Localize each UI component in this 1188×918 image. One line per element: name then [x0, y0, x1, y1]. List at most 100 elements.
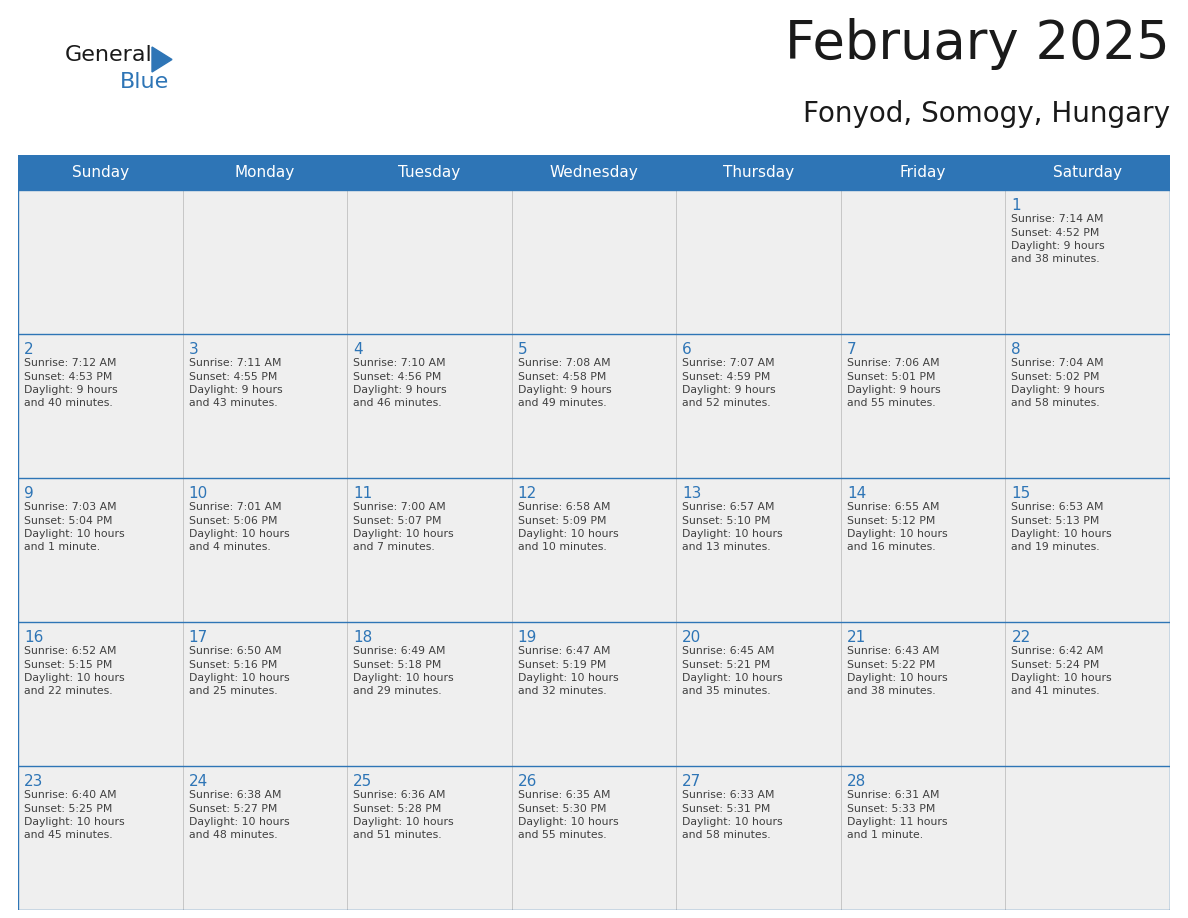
- Text: Daylight: 9 hours: Daylight: 9 hours: [1011, 385, 1105, 395]
- Text: General: General: [65, 45, 153, 65]
- Text: 23: 23: [24, 774, 44, 789]
- Text: Daylight: 9 hours: Daylight: 9 hours: [847, 385, 941, 395]
- Text: 9: 9: [24, 486, 33, 501]
- Text: and 45 minutes.: and 45 minutes.: [24, 831, 113, 841]
- Text: Daylight: 9 hours: Daylight: 9 hours: [1011, 241, 1105, 251]
- Text: 13: 13: [682, 486, 702, 501]
- Text: Sunrise: 6:49 AM: Sunrise: 6:49 AM: [353, 646, 446, 656]
- Text: and 58 minutes.: and 58 minutes.: [682, 831, 771, 841]
- Text: and 52 minutes.: and 52 minutes.: [682, 398, 771, 409]
- Text: Daylight: 10 hours: Daylight: 10 hours: [1011, 673, 1112, 683]
- Text: Sunset: 4:53 PM: Sunset: 4:53 PM: [24, 372, 113, 382]
- Text: Sunset: 4:52 PM: Sunset: 4:52 PM: [1011, 228, 1100, 238]
- Text: and 49 minutes.: and 49 minutes.: [518, 398, 606, 409]
- Text: Saturday: Saturday: [1054, 165, 1123, 180]
- Bar: [18, 766, 1170, 910]
- Text: Fonyod, Somogy, Hungary: Fonyod, Somogy, Hungary: [803, 100, 1170, 128]
- Text: Sunset: 5:09 PM: Sunset: 5:09 PM: [518, 516, 606, 525]
- Text: and 16 minutes.: and 16 minutes.: [847, 543, 935, 553]
- Text: 11: 11: [353, 486, 372, 501]
- Text: Daylight: 10 hours: Daylight: 10 hours: [189, 529, 289, 539]
- Text: Wednesday: Wednesday: [550, 165, 638, 180]
- Text: Sunrise: 6:31 AM: Sunrise: 6:31 AM: [847, 790, 940, 800]
- Text: Daylight: 9 hours: Daylight: 9 hours: [518, 385, 612, 395]
- Text: Sunrise: 6:53 AM: Sunrise: 6:53 AM: [1011, 502, 1104, 512]
- Text: Sunrise: 7:04 AM: Sunrise: 7:04 AM: [1011, 358, 1104, 368]
- Text: Sunrise: 6:42 AM: Sunrise: 6:42 AM: [1011, 646, 1104, 656]
- Text: Daylight: 9 hours: Daylight: 9 hours: [189, 385, 283, 395]
- Text: Sunrise: 6:52 AM: Sunrise: 6:52 AM: [24, 646, 116, 656]
- Text: 19: 19: [518, 630, 537, 645]
- Text: Sunset: 5:18 PM: Sunset: 5:18 PM: [353, 659, 442, 669]
- Text: Daylight: 10 hours: Daylight: 10 hours: [24, 673, 125, 683]
- Text: and 41 minutes.: and 41 minutes.: [1011, 687, 1100, 697]
- Text: 16: 16: [24, 630, 44, 645]
- Text: Sunset: 5:33 PM: Sunset: 5:33 PM: [847, 803, 935, 813]
- Text: Sunset: 4:59 PM: Sunset: 4:59 PM: [682, 372, 771, 382]
- Text: and 4 minutes.: and 4 minutes.: [189, 543, 271, 553]
- Text: Sunset: 5:27 PM: Sunset: 5:27 PM: [189, 803, 277, 813]
- Text: Sunrise: 7:03 AM: Sunrise: 7:03 AM: [24, 502, 116, 512]
- Text: Daylight: 10 hours: Daylight: 10 hours: [353, 673, 454, 683]
- Text: Sunset: 5:24 PM: Sunset: 5:24 PM: [1011, 659, 1100, 669]
- Text: Sunrise: 7:06 AM: Sunrise: 7:06 AM: [847, 358, 940, 368]
- Text: February 2025: February 2025: [785, 18, 1170, 70]
- Text: Daylight: 9 hours: Daylight: 9 hours: [24, 385, 118, 395]
- Text: and 25 minutes.: and 25 minutes.: [189, 687, 277, 697]
- Text: and 10 minutes.: and 10 minutes.: [518, 543, 606, 553]
- Text: Sunrise: 6:55 AM: Sunrise: 6:55 AM: [847, 502, 940, 512]
- Bar: [18, 622, 1170, 766]
- Text: 1: 1: [1011, 198, 1020, 213]
- Text: Daylight: 10 hours: Daylight: 10 hours: [1011, 529, 1112, 539]
- Text: 2: 2: [24, 342, 33, 357]
- Text: Sunset: 5:07 PM: Sunset: 5:07 PM: [353, 516, 442, 525]
- Text: Sunset: 5:25 PM: Sunset: 5:25 PM: [24, 803, 113, 813]
- Text: and 46 minutes.: and 46 minutes.: [353, 398, 442, 409]
- Text: Friday: Friday: [901, 165, 947, 180]
- Text: Daylight: 10 hours: Daylight: 10 hours: [24, 529, 125, 539]
- Text: Daylight: 10 hours: Daylight: 10 hours: [518, 673, 618, 683]
- Text: Sunrise: 6:45 AM: Sunrise: 6:45 AM: [682, 646, 775, 656]
- Text: and 19 minutes.: and 19 minutes.: [1011, 543, 1100, 553]
- Text: Sunrise: 6:40 AM: Sunrise: 6:40 AM: [24, 790, 116, 800]
- Text: 6: 6: [682, 342, 693, 357]
- Bar: [18, 478, 1170, 622]
- Text: Tuesday: Tuesday: [398, 165, 461, 180]
- Text: Sunrise: 6:33 AM: Sunrise: 6:33 AM: [682, 790, 775, 800]
- Text: 12: 12: [518, 486, 537, 501]
- Text: and 1 minute.: and 1 minute.: [24, 543, 100, 553]
- Text: Sunrise: 7:14 AM: Sunrise: 7:14 AM: [1011, 214, 1104, 224]
- Text: Daylight: 10 hours: Daylight: 10 hours: [518, 529, 618, 539]
- Text: Daylight: 9 hours: Daylight: 9 hours: [682, 385, 776, 395]
- Text: Sunrise: 7:07 AM: Sunrise: 7:07 AM: [682, 358, 775, 368]
- Text: 20: 20: [682, 630, 702, 645]
- Text: and 13 minutes.: and 13 minutes.: [682, 543, 771, 553]
- Bar: [18, 190, 1170, 334]
- Text: Sunset: 5:22 PM: Sunset: 5:22 PM: [847, 659, 935, 669]
- Text: Daylight: 10 hours: Daylight: 10 hours: [518, 817, 618, 827]
- Text: Sunset: 5:02 PM: Sunset: 5:02 PM: [1011, 372, 1100, 382]
- Text: Sunset: 5:15 PM: Sunset: 5:15 PM: [24, 659, 113, 669]
- Text: Daylight: 9 hours: Daylight: 9 hours: [353, 385, 447, 395]
- Text: Sunday: Sunday: [71, 165, 128, 180]
- Text: Sunset: 5:16 PM: Sunset: 5:16 PM: [189, 659, 277, 669]
- Text: and 51 minutes.: and 51 minutes.: [353, 831, 442, 841]
- Text: Blue: Blue: [120, 72, 169, 92]
- Text: Sunset: 5:01 PM: Sunset: 5:01 PM: [847, 372, 935, 382]
- Text: 24: 24: [189, 774, 208, 789]
- Text: Sunrise: 6:35 AM: Sunrise: 6:35 AM: [518, 790, 611, 800]
- Text: Sunrise: 6:36 AM: Sunrise: 6:36 AM: [353, 790, 446, 800]
- Text: 22: 22: [1011, 630, 1031, 645]
- Text: Sunrise: 6:47 AM: Sunrise: 6:47 AM: [518, 646, 611, 656]
- Text: Sunset: 5:28 PM: Sunset: 5:28 PM: [353, 803, 442, 813]
- Text: 27: 27: [682, 774, 702, 789]
- Text: Sunrise: 6:57 AM: Sunrise: 6:57 AM: [682, 502, 775, 512]
- Text: Sunset: 5:06 PM: Sunset: 5:06 PM: [189, 516, 277, 525]
- Text: and 40 minutes.: and 40 minutes.: [24, 398, 113, 409]
- Text: Daylight: 10 hours: Daylight: 10 hours: [847, 529, 948, 539]
- Text: Daylight: 10 hours: Daylight: 10 hours: [847, 673, 948, 683]
- Text: Sunset: 5:31 PM: Sunset: 5:31 PM: [682, 803, 771, 813]
- Text: Sunset: 5:19 PM: Sunset: 5:19 PM: [518, 659, 606, 669]
- Text: 26: 26: [518, 774, 537, 789]
- Text: Sunset: 4:56 PM: Sunset: 4:56 PM: [353, 372, 442, 382]
